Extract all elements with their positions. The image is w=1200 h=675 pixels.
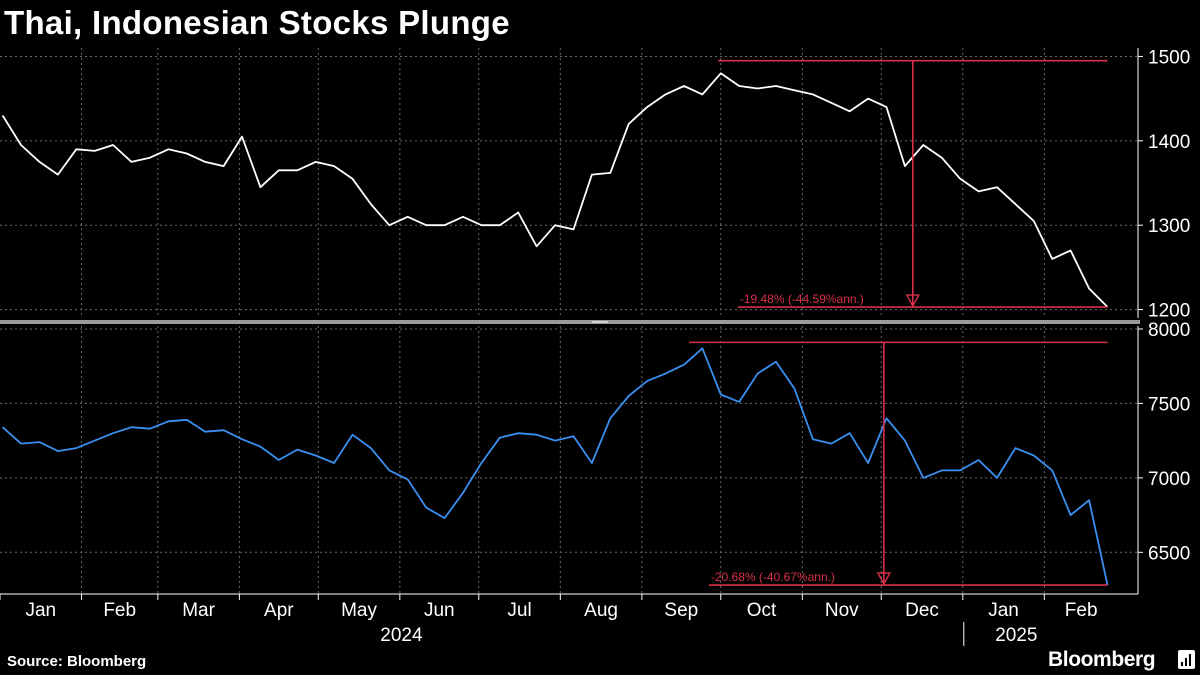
- y-tick-label: 7500: [1148, 394, 1190, 415]
- y-tick-label: 1200: [1148, 301, 1190, 322]
- x-month-label: Jan: [25, 600, 56, 621]
- bloomberg-logo: Bloomberg: [1048, 648, 1156, 671]
- y-tick-label: 7000: [1148, 469, 1190, 490]
- x-month-label: May: [341, 600, 377, 621]
- y-tick-label: 8000: [1148, 320, 1190, 341]
- x-month-label: Jun: [424, 600, 455, 621]
- bloomberg-chart-icon: [1178, 650, 1195, 669]
- source-note: Source: Bloomberg: [7, 653, 147, 670]
- chart-title: Thai, Indonesian Stocks Plunge: [4, 4, 510, 41]
- y-tick-label: 1300: [1148, 216, 1190, 237]
- x-month-label: Oct: [747, 600, 777, 621]
- x-year-label: 2025: [995, 625, 1037, 646]
- y-tick-label: 1400: [1148, 132, 1190, 153]
- indonesia-index-line: [2, 347, 1109, 586]
- x-month-label: Feb: [103, 600, 136, 621]
- drawdown-arrowhead: [905, 294, 920, 308]
- x-month-label: Mar: [182, 600, 215, 621]
- x-month-label: Jan: [988, 600, 1019, 621]
- thai-index-line: [1, 72, 1109, 308]
- x-month-label: Nov: [825, 600, 859, 621]
- panel-separator-handle: [592, 321, 608, 323]
- x-year-label: 2024: [380, 625, 423, 646]
- x-month-label: Apr: [264, 600, 294, 621]
- x-month-label: Aug: [584, 600, 618, 621]
- x-month-label: Sep: [664, 600, 698, 621]
- x-month-label: Dec: [905, 600, 939, 621]
- drawdown-arrowhead: [876, 572, 892, 586]
- drawdown-label: -20.68% (-40.67%ann.): [711, 570, 835, 584]
- x-month-label: Feb: [1065, 600, 1098, 621]
- panel-separator: [0, 320, 1140, 324]
- y-tick-label: 6500: [1148, 543, 1190, 564]
- y-tick-label: 1500: [1148, 47, 1190, 68]
- x-month-label: Jul: [507, 600, 531, 621]
- drawdown-label: -19.48% (-44.59%ann.): [740, 292, 864, 306]
